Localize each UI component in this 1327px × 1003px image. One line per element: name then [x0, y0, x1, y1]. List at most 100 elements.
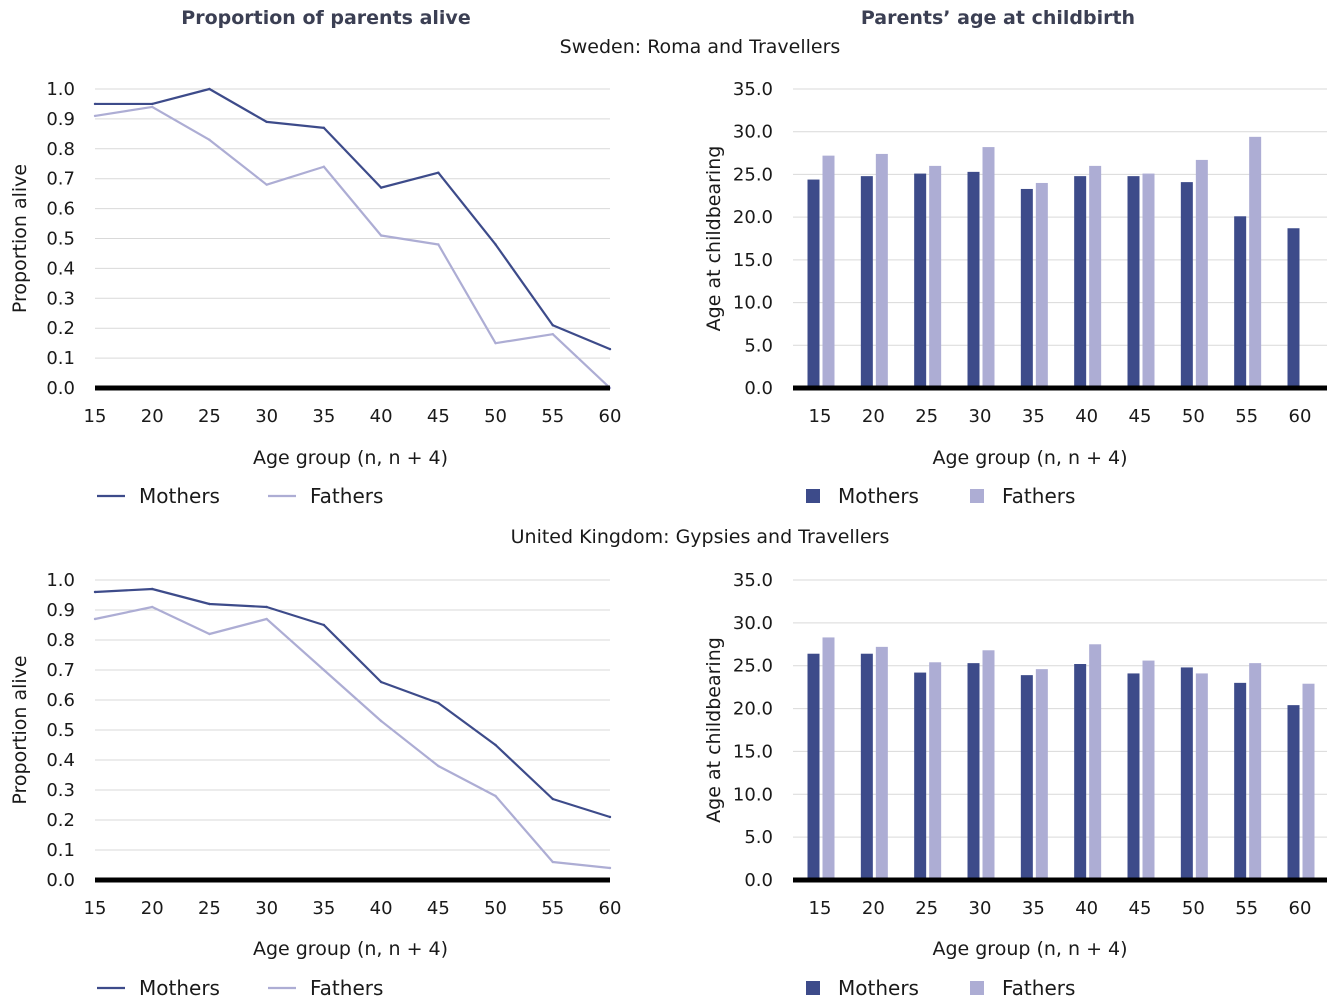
- data-point-mothers: [322, 126, 326, 130]
- legend-label-fathers: Fathers: [310, 976, 383, 1000]
- y-tick-label: 10.0: [733, 293, 773, 314]
- x-tick-label: 60: [599, 898, 622, 919]
- y-tick-label: 30.0: [733, 122, 773, 143]
- x-tick-label: 20: [862, 898, 885, 919]
- series-line-fathers: [94, 605, 611, 870]
- bar-fathers: [1195, 673, 1208, 880]
- bar-fathers: [1142, 660, 1155, 880]
- data-point-fathers: [265, 617, 268, 621]
- data-point-mothers: [93, 590, 97, 594]
- y-tick-label: 0.3: [46, 288, 75, 309]
- bar-fathers: [982, 147, 995, 388]
- bar-mothers: [1074, 664, 1087, 880]
- x-tick-label: 60: [599, 406, 622, 427]
- bar-mothers: [967, 663, 980, 880]
- legend-swatch-fathers: [970, 489, 984, 503]
- data-point-fathers: [93, 617, 97, 621]
- bar-mothers: [1180, 182, 1193, 388]
- data-point-fathers: [151, 605, 154, 609]
- bar-mothers: [1020, 675, 1033, 880]
- data-point-mothers: [208, 87, 211, 91]
- legend: Mothers Fathers: [97, 976, 383, 1000]
- y-tick-label: 1.0: [46, 570, 75, 591]
- x-tick-label: 60: [1289, 406, 1312, 427]
- data-point-fathers: [208, 138, 211, 142]
- y-tick-label: 15.0: [733, 741, 773, 762]
- x-tick-label: 45: [427, 898, 450, 919]
- data-point-mothers: [437, 701, 440, 705]
- y-tick-label: 0.8: [46, 139, 75, 160]
- y-tick-label: 0.0: [46, 870, 75, 891]
- y-tick-label: 20.0: [733, 699, 773, 720]
- data-point-mothers: [208, 602, 211, 606]
- data-point-mothers: [494, 743, 497, 747]
- y-axis-title: Age at childbearing: [703, 146, 725, 332]
- y-tick-label: 25.0: [733, 656, 773, 677]
- y-tick-label: 10.0: [733, 784, 773, 805]
- bar-mothers: [914, 173, 927, 388]
- data-point-mothers: [608, 347, 612, 351]
- y-axis-title: Age at childbearing: [703, 637, 725, 823]
- x-tick-label: 40: [370, 406, 393, 427]
- legend-label-mothers: Mothers: [838, 484, 919, 508]
- x-tick-label: 15: [84, 898, 107, 919]
- x-tick-label: 20: [862, 406, 885, 427]
- y-tick-label: 30.0: [733, 613, 773, 634]
- chart-sweden-alive: 0.0 0.1 0.2 0.3 0.4 0.5 0.6 0.7 0.8 0.9 1.0 15 20 25 3…: [9, 79, 621, 508]
- bar-fathers: [1035, 669, 1048, 880]
- x-axis-title: Age group (n, n + 4): [932, 938, 1127, 960]
- legend-label-mothers: Mothers: [139, 484, 220, 508]
- x-tick-label: 15: [809, 898, 832, 919]
- x-tick-label: 30: [255, 406, 278, 427]
- x-tick-label: 20: [141, 406, 164, 427]
- bar-mothers: [807, 179, 820, 388]
- y-tick-label: 0.6: [46, 199, 75, 220]
- y-tick-label: 35.0: [733, 570, 773, 591]
- legend-swatch-fathers: [970, 981, 984, 995]
- x-tick-label: 25: [198, 898, 221, 919]
- series-line-mothers: [95, 87, 611, 351]
- chart-uk-alive: 0.0 0.1 0.2 0.3 0.4 0.5 0.6 0.7 0.8 0.9 1.0 15 20 25 3…: [9, 570, 621, 1000]
- y-tick-label: 25.0: [733, 164, 773, 185]
- x-axis-title: Age group (n, n + 4): [253, 938, 448, 960]
- y-tick-label: 20.0: [733, 207, 773, 228]
- x-tick-label: 50: [484, 406, 507, 427]
- section-title-uk: United Kingdom: Gypsies and Travellers: [511, 526, 890, 548]
- y-tick-label: 0.5: [46, 720, 75, 741]
- y-tick-label: 0.0: [744, 378, 773, 399]
- y-tick-label: 0.9: [46, 600, 75, 621]
- chart-sweden-age: 0.0 5.0 10.0 15.0 20.0 25.0 30.0 35.0 15 20 25 30 35…: [703, 79, 1327, 508]
- x-tick-label: 30: [969, 406, 992, 427]
- legend: Mothers Fathers: [806, 976, 1075, 1000]
- data-point-mothers: [437, 171, 440, 174]
- bar-fathers: [982, 650, 995, 880]
- data-point-fathers: [322, 668, 326, 672]
- y-tick-label: 0.4: [46, 750, 75, 771]
- legend: Mothers Fathers: [806, 484, 1075, 508]
- legend-label-mothers: Mothers: [139, 976, 220, 1000]
- bar-fathers: [929, 165, 942, 388]
- y-tick-label: 5.0: [744, 335, 773, 356]
- bar-fathers: [875, 153, 888, 388]
- data-point-fathers: [494, 341, 497, 345]
- bar-mothers: [860, 176, 873, 388]
- legend-swatch-mothers: [806, 489, 820, 503]
- bar-fathers: [1089, 165, 1102, 388]
- data-point-mothers: [322, 623, 326, 627]
- series-line-mothers: [94, 587, 611, 819]
- x-tick-label: 15: [84, 406, 107, 427]
- data-point-mothers: [151, 102, 154, 106]
- bar-fathers: [822, 155, 835, 388]
- data-point-mothers: [265, 120, 268, 124]
- x-tick-label: 50: [1182, 406, 1205, 427]
- data-point-fathers: [437, 764, 440, 768]
- bar-mothers: [1287, 228, 1300, 388]
- y-axis-title: Proportion alive: [9, 164, 31, 313]
- bar-fathers: [1249, 136, 1262, 388]
- bar-mothers: [1287, 705, 1300, 880]
- y-tick-label: 0.1: [46, 840, 75, 861]
- data-point-mothers: [265, 605, 268, 609]
- y-tick-label: 0.0: [744, 870, 773, 891]
- bar-mothers: [1074, 176, 1087, 388]
